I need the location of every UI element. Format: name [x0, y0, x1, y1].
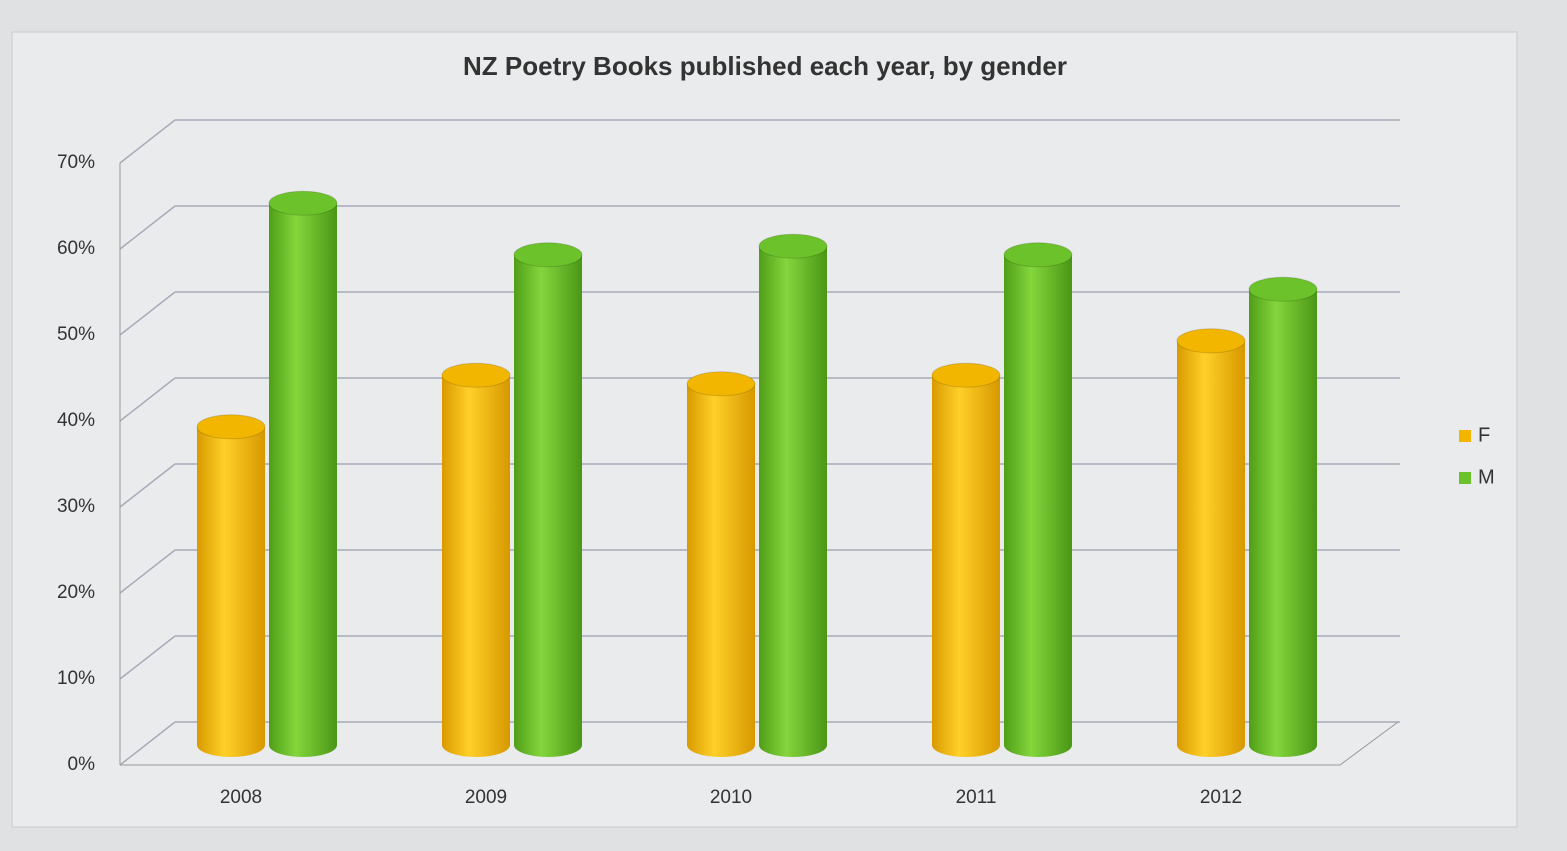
- x-tick-label: 2009: [465, 787, 507, 808]
- grid-line: [119, 463, 176, 508]
- bar: [1177, 340, 1245, 757]
- bar-top: [513, 242, 583, 268]
- grid-line: [119, 635, 176, 680]
- y-tick-label: 70%: [57, 152, 95, 173]
- bar: [1249, 289, 1317, 757]
- y-tick-label: 10%: [57, 668, 95, 689]
- y-tick-label: 50%: [57, 324, 95, 345]
- bar: [687, 383, 755, 757]
- bar: [1004, 254, 1072, 758]
- y-tick-label: 20%: [57, 582, 95, 603]
- x-tick-label: 2010: [710, 787, 752, 808]
- legend-swatch: [1459, 472, 1471, 484]
- bar-top: [931, 362, 1001, 388]
- chart-title: NZ Poetry Books published each year, by …: [463, 51, 1067, 81]
- bar: [197, 426, 265, 757]
- x-tick-label: 2008: [220, 787, 262, 808]
- bar-top: [268, 190, 338, 216]
- x-tick-label: 2011: [956, 787, 997, 808]
- bar-top: [1248, 276, 1318, 302]
- legend-label: M: [1478, 466, 1495, 488]
- grid-line: [119, 291, 176, 336]
- grid-line: [119, 549, 176, 594]
- grid-line: [119, 721, 176, 766]
- grid-line: [119, 377, 176, 422]
- bar: [269, 203, 337, 757]
- bar-top: [686, 371, 756, 397]
- bar-top: [441, 362, 511, 388]
- bar: [759, 246, 827, 757]
- floor-edge: [1339, 721, 1399, 766]
- bar-top: [1176, 328, 1246, 354]
- y-tick-label: 40%: [57, 410, 95, 431]
- bar: [442, 375, 510, 757]
- bar-top: [1003, 242, 1073, 268]
- x-tick-label: 2012: [1200, 787, 1242, 808]
- y-tick-label: 0%: [68, 754, 96, 775]
- grid-line: [119, 119, 176, 164]
- bar: [514, 254, 582, 758]
- legend-label: F: [1478, 424, 1490, 446]
- grid-line: [119, 205, 176, 250]
- bar: [932, 375, 1000, 757]
- bar-top: [196, 414, 266, 440]
- y-tick-label: 30%: [57, 496, 95, 517]
- y-tick-label: 60%: [57, 238, 95, 259]
- legend-swatch: [1459, 430, 1471, 442]
- bar-top: [758, 233, 828, 259]
